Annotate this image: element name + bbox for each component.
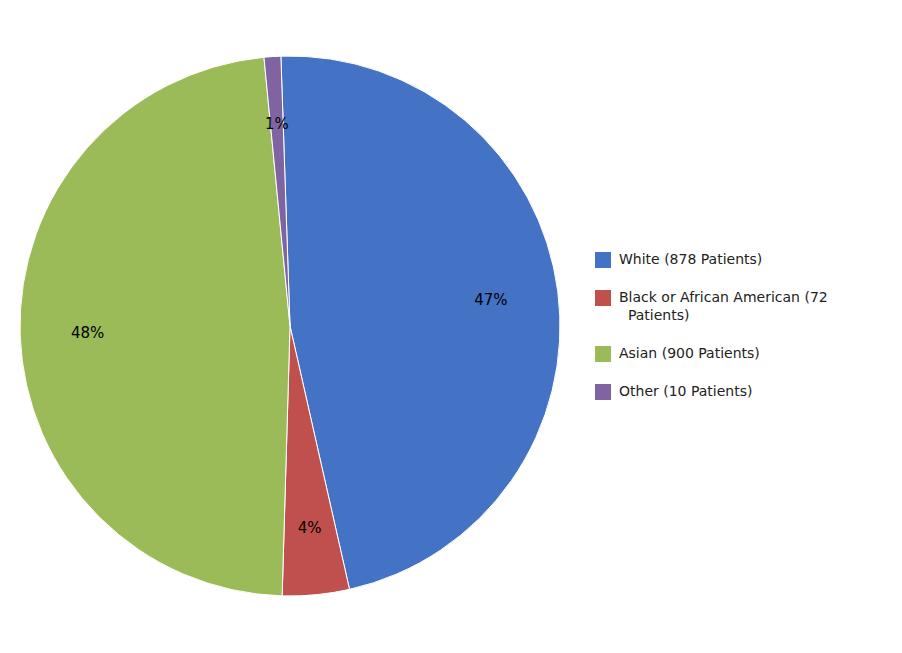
legend-label: Other (10 Patients)	[619, 383, 752, 399]
data-label: 48%	[71, 324, 104, 342]
legend-label-line: Black or African American (72	[619, 289, 828, 305]
slice	[282, 326, 349, 596]
slice	[20, 57, 290, 596]
data-label: 47%	[474, 291, 507, 309]
legend-label-line: Patients)	[619, 307, 689, 323]
slice	[264, 56, 290, 326]
data-label: 1%	[265, 115, 289, 133]
slices	[20, 56, 560, 596]
legend-swatch	[595, 346, 611, 362]
legend-label-line: Other (10 Patients)	[619, 383, 752, 399]
legend-swatch	[595, 252, 611, 268]
legend-label-line: Asian (900 Patients)	[619, 345, 760, 361]
legend-swatch	[595, 384, 611, 400]
legend: White (878 Patients) Black or African Ame…	[595, 251, 828, 400]
chart: 47% 4% 48% 1% White (878 Patients) Black or A…	[0, 0, 902, 653]
legend-label: White (878 Patients)	[619, 251, 762, 267]
legend-swatch	[595, 290, 611, 306]
data-label: 4%	[298, 519, 322, 537]
legend-label-line: White (878 Patients)	[619, 251, 762, 267]
legend-label: Black or African American (72 Patients)	[619, 289, 828, 323]
chart-container: 47% 4% 48% 1% White (878 Patients) Black or A…	[0, 0, 902, 653]
legend-label: Asian (900 Patients)	[619, 345, 760, 361]
data-labels: 47% 4% 48% 1%	[71, 115, 508, 537]
